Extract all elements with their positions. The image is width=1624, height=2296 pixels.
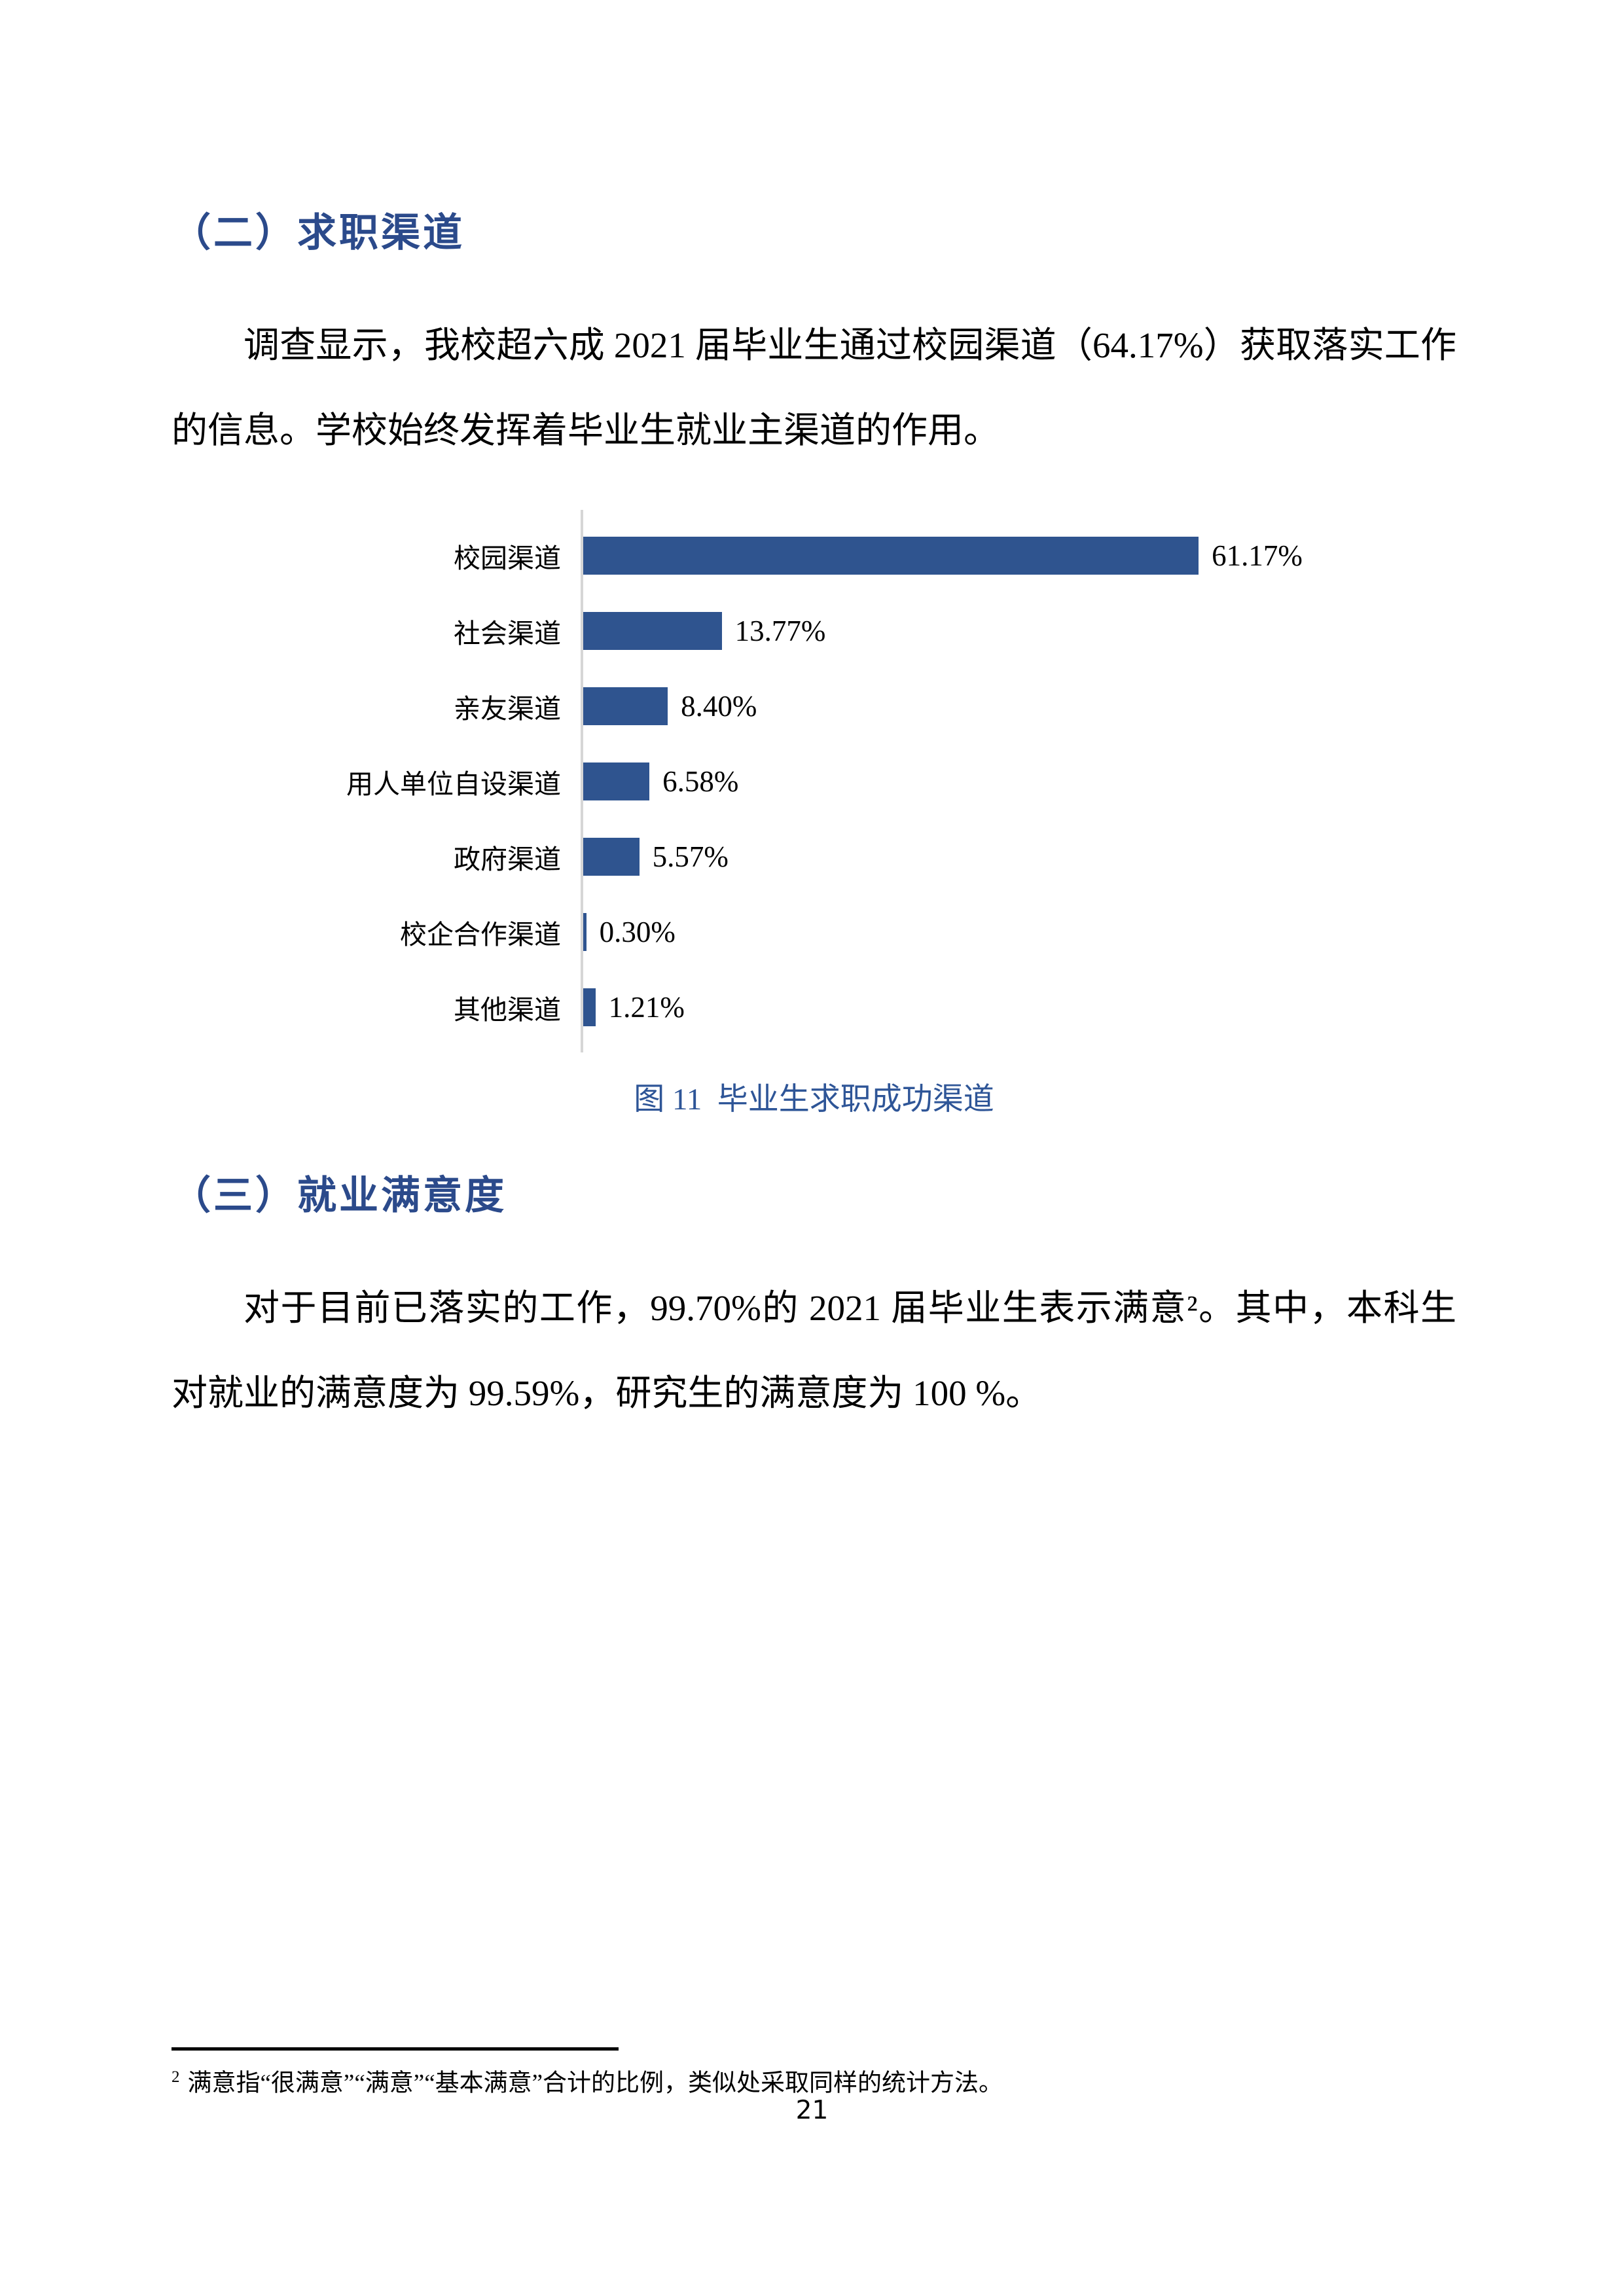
value-label: 6.58% [662, 764, 739, 798]
category-label: 其他渠道 [454, 994, 561, 1025]
paragraph-jobsearch: 调查显示，我校超六成 2021 届毕业生通过校园渠道（64.17%）获取落实工作… [171, 325, 1456, 450]
page-number: 21 [795, 2096, 829, 2125]
value-label: 1.21% [608, 990, 685, 1024]
category-label: 亲友渠道 [454, 693, 561, 724]
chart-row: 校企合作渠道 0.30% [171, 894, 1456, 969]
bar [583, 536, 1199, 575]
bar-cell: 6.58% [581, 744, 1456, 819]
chart-row: 校园渠道 61.17% [171, 518, 1456, 593]
value-label: 61.17% [1212, 539, 1303, 572]
footnote-body: 满意指“很满意”“满意”“基本满意”合计的比例，类似处采取同样的统计方法。 [187, 2070, 1003, 2097]
footnote-separator [171, 2047, 619, 2051]
bar-cell: 0.30% [581, 894, 1456, 969]
footnote-text: 2 满意指“很满意”“满意”“基本满意”合计的比例，类似处采取同样的统计方法。 [171, 2066, 1456, 2100]
page-content: （二）求职渠道 调查显示，我校超六成 2021 届毕业生通过校园渠道（64.17… [171, 211, 1456, 1413]
chart-row: 政府渠道 5.57% [171, 819, 1456, 894]
footnote-area: 2 满意指“很满意”“满意”“基本满意”合计的比例，类似处采取同样的统计方法。 [171, 2047, 1456, 2100]
bar [583, 687, 668, 725]
value-label: 0.30% [599, 915, 676, 948]
bar-cell: 8.40% [581, 668, 1456, 744]
figure-caption: 图 11 毕业生求职成功渠道 [634, 1083, 994, 1117]
chart-row: 用人单位自设渠道 6.58% [171, 744, 1456, 819]
bar-cell: 1.21% [581, 969, 1456, 1045]
bar [583, 837, 640, 876]
category-label: 用人单位自设渠道 [346, 768, 561, 799]
category-label: 社会渠道 [454, 618, 561, 649]
chart-row: 社会渠道 13.77% [171, 593, 1456, 668]
bar [583, 988, 596, 1026]
bar-cell: 13.77% [581, 593, 1456, 668]
footnote-marker: 2 [171, 2068, 180, 2086]
value-label: 8.40% [681, 689, 757, 723]
bar-chart-jobsearch-channels: 校园渠道 61.17% 社会渠道 13.77% 亲友渠道 8.40% 用人单位自设渠道 6.5… [171, 510, 1456, 1052]
chart-row: 其他渠道 1.21% [171, 969, 1456, 1045]
bar [583, 762, 650, 800]
paragraph-satisfaction: 对于目前已落实的工作，99.70%的 2021 届毕业生表示满意²。其中，本科生… [171, 1288, 1456, 1413]
value-label: 13.77% [734, 614, 826, 647]
category-label: 政府渠道 [454, 844, 561, 874]
section-heading-satisfaction: （三）就业满意度 [171, 1174, 507, 1217]
section-heading-jobsearch: （二）求职渠道 [171, 211, 465, 255]
chart-rows: 校园渠道 61.17% 社会渠道 13.77% 亲友渠道 8.40% 用人单位自设渠道 6.5… [171, 518, 1456, 1045]
bar-cell: 61.17% [581, 518, 1456, 593]
bar [583, 912, 586, 951]
category-label: 校园渠道 [454, 543, 561, 573]
chart-row: 亲友渠道 8.40% [171, 668, 1456, 744]
category-label: 校企合作渠道 [400, 919, 561, 950]
chart-axis-line [581, 510, 583, 1052]
bar-cell: 5.57% [581, 819, 1456, 894]
value-label: 5.57% [652, 840, 729, 873]
bar [583, 611, 722, 650]
